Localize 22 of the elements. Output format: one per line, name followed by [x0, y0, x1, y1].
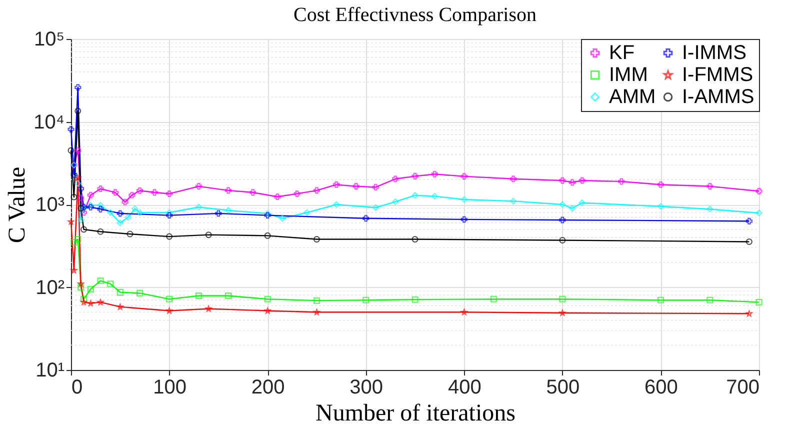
- y-tick-label: 10²: [36, 276, 65, 299]
- x-tick-label: 100: [153, 376, 186, 398]
- legend-label: AMM: [609, 86, 656, 108]
- legend-label: I-IMMS: [682, 42, 746, 64]
- legend-label: IMM: [609, 64, 648, 86]
- x-tick-label: 200: [251, 376, 285, 398]
- x-tick-label: 600: [644, 376, 678, 398]
- y-tick-label: 10¹: [36, 360, 65, 382]
- x-tick-label: 400: [448, 376, 482, 398]
- chart-title: Cost Effectivness Comparison: [294, 4, 536, 26]
- x-tick-label: 500: [546, 376, 580, 398]
- legend-label: I-FMMS: [682, 64, 754, 86]
- x-tick-label: 700: [726, 376, 760, 398]
- y-tick-label: 10⁵: [34, 28, 64, 50]
- y-axis-title: C Value: [4, 166, 31, 244]
- y-tick-label: 10⁴: [34, 111, 64, 134]
- y-tick-label: 10³: [36, 194, 65, 216]
- legend-label: KF: [609, 42, 635, 64]
- x-tick-label: 300: [350, 376, 384, 398]
- legend-label: I-AMMS: [682, 86, 754, 108]
- x-axis-title: Number of iterations: [316, 400, 516, 426]
- x-tick-label: 0: [72, 376, 83, 398]
